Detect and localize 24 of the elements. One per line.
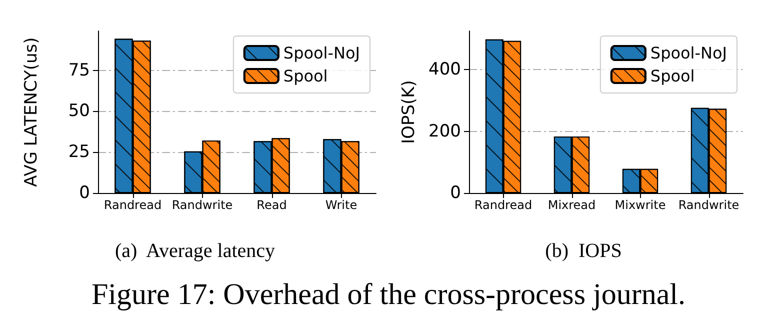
text: (a) Average latency bbox=[114, 240, 276, 262]
y-axis-title: IOPS(K) bbox=[399, 80, 420, 144]
x-tick-label: Randwrite bbox=[678, 198, 740, 212]
x-tick-label: Randread bbox=[104, 198, 162, 212]
y-axis-title: AVG LATENCY(us) bbox=[22, 37, 42, 187]
y-tick-label: 200 bbox=[428, 121, 461, 142]
legend-label: Spool-NoJ bbox=[650, 44, 728, 62]
legend-label: Spool-NoJ bbox=[283, 44, 360, 62]
x-tick-label: Mixread bbox=[548, 198, 596, 212]
y-tick-label: 50 bbox=[68, 101, 90, 122]
y-tick-label: 400 bbox=[428, 60, 461, 80]
legend-label: Spool bbox=[283, 66, 328, 86]
x-tick-label: Read bbox=[256, 198, 287, 212]
caption: Figure 17: Overhead of the cross-process journal. bbox=[90, 278, 686, 312]
x-tick-label: Randwrite bbox=[172, 198, 233, 212]
y-tick-label: 0 bbox=[450, 183, 461, 203]
legend-label: Spool bbox=[650, 66, 695, 86]
x-tick-label: Mixwrite bbox=[614, 198, 666, 212]
text: (b) IOPS bbox=[545, 240, 622, 262]
y-tick-label: 75 bbox=[68, 60, 90, 80]
y-tick-label: 0 bbox=[79, 183, 90, 203]
x-tick-label: Randread bbox=[474, 198, 532, 212]
x-tick-label: Write bbox=[325, 198, 358, 212]
y-tick-label: 25 bbox=[68, 142, 90, 162]
